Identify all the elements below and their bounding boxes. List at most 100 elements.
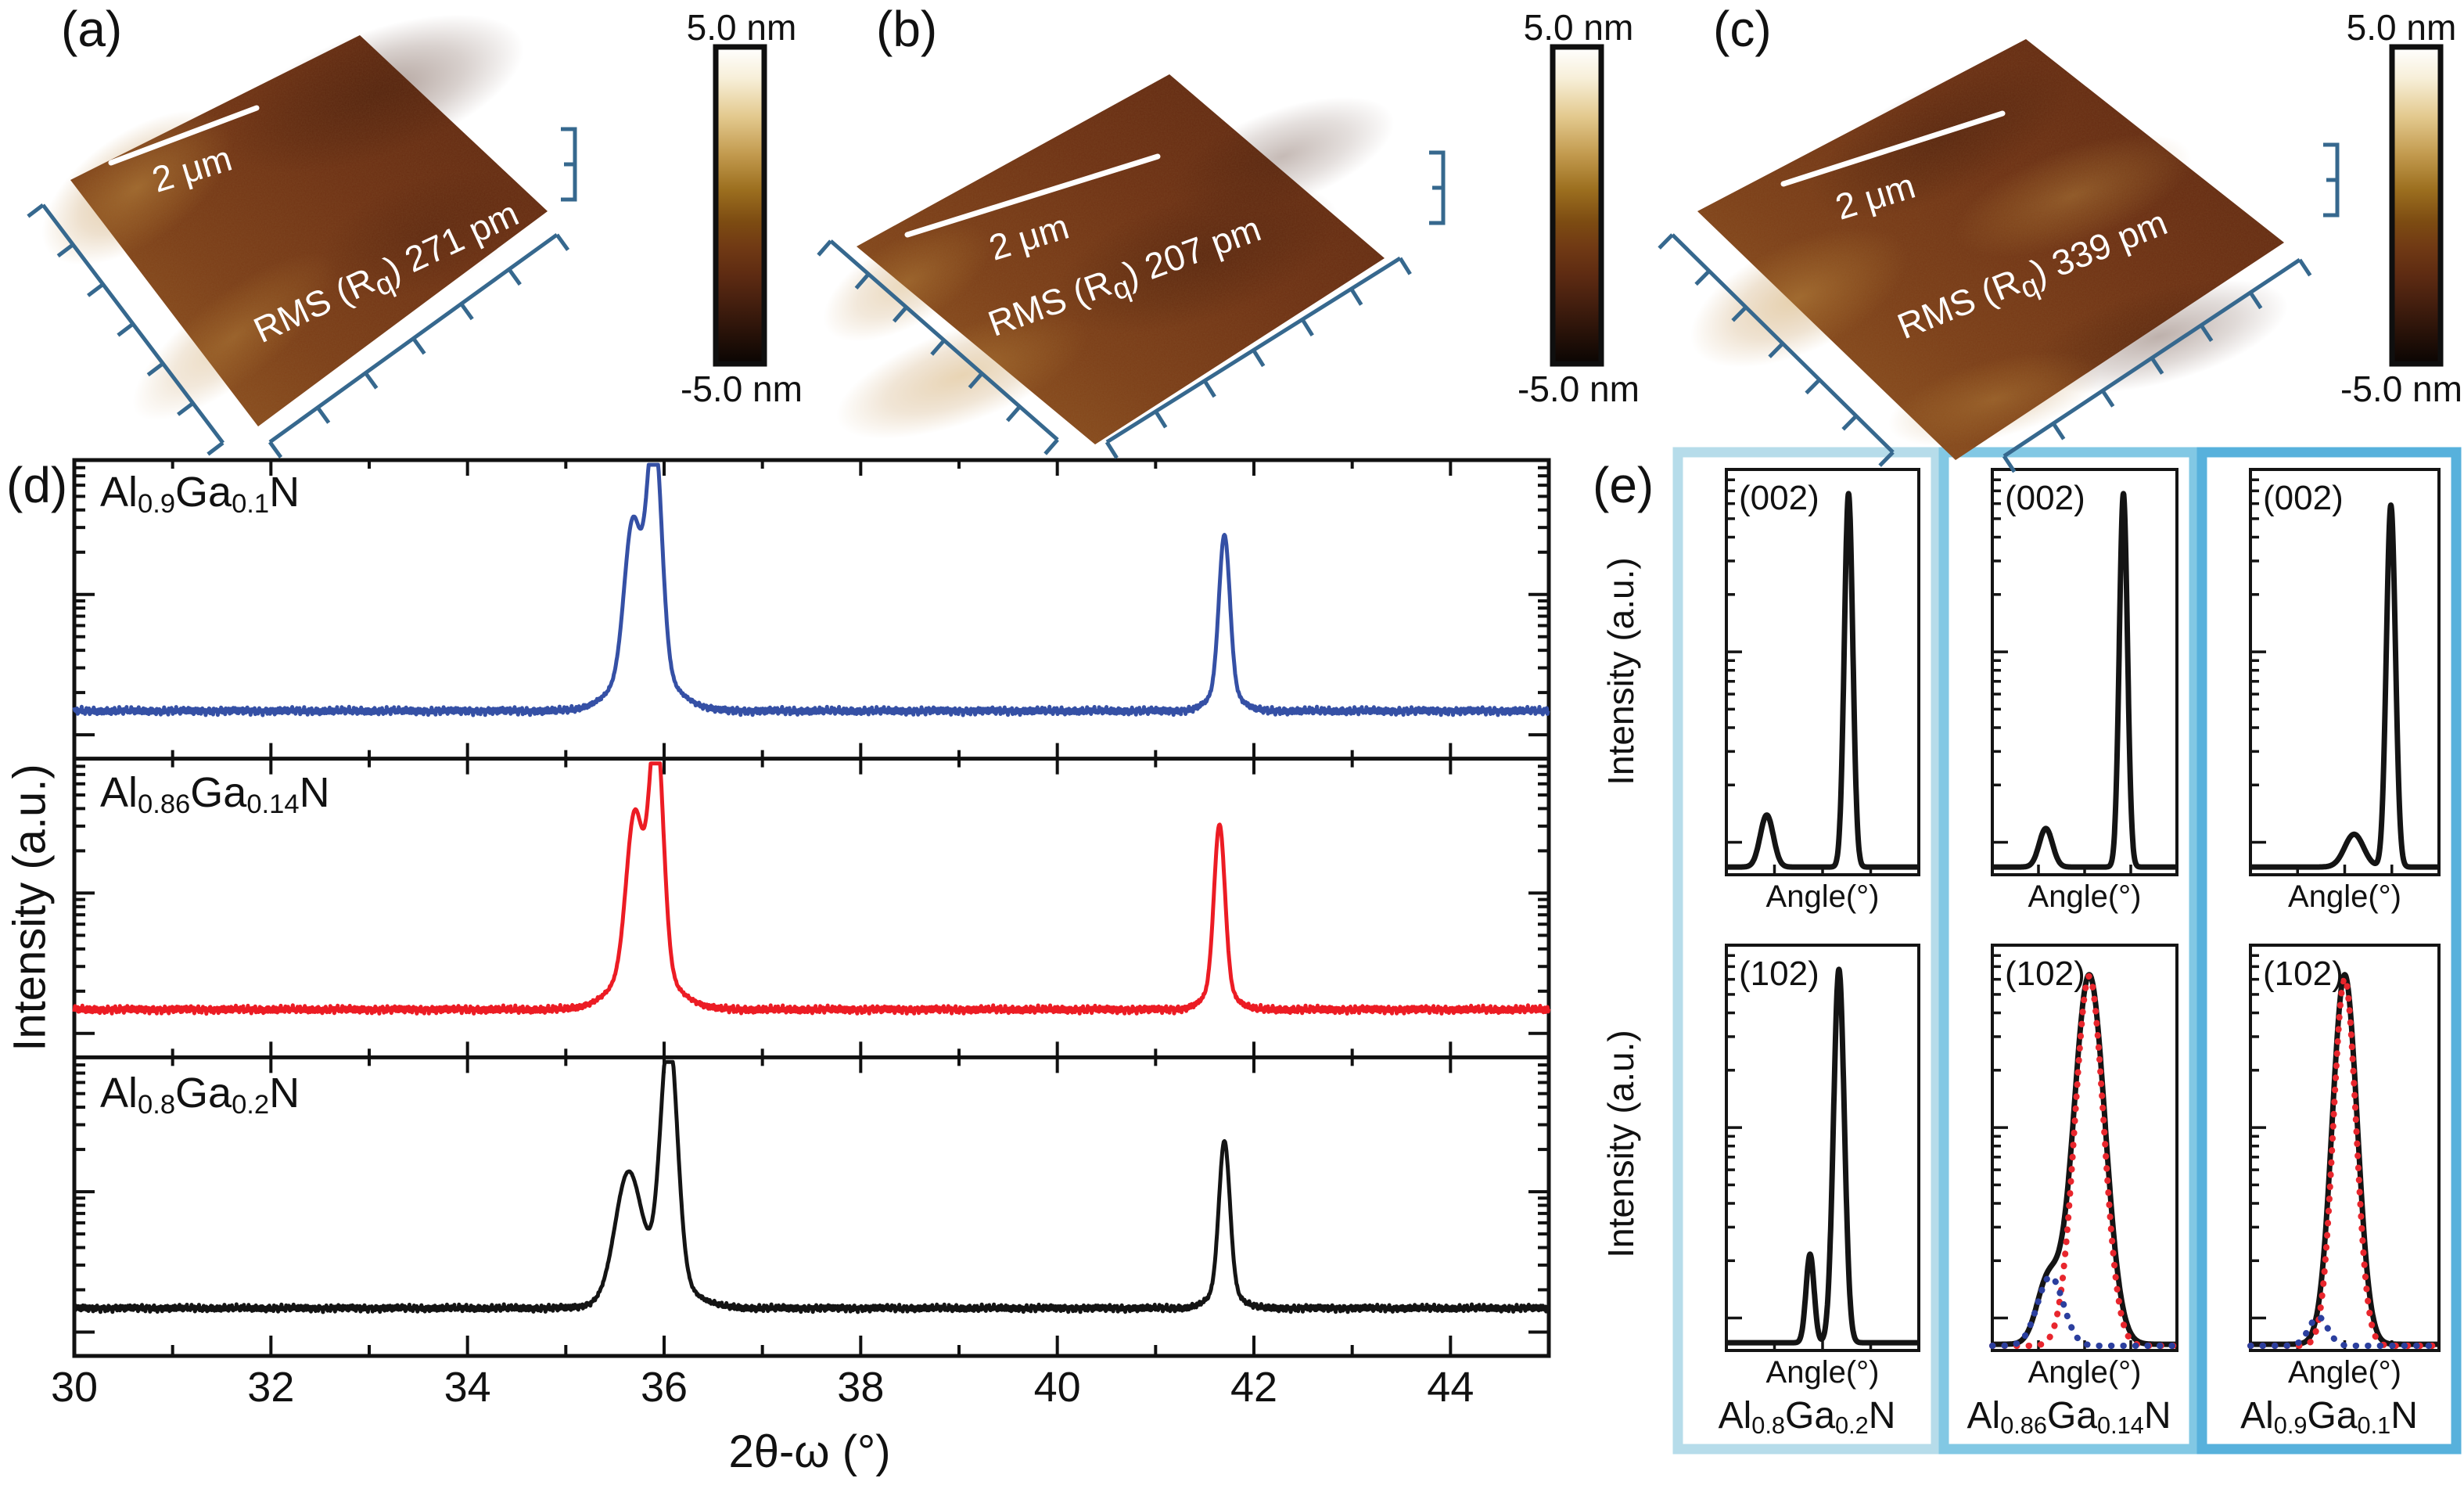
e-col-2-el3: N [2390,1395,2418,1437]
afm-c-colorbar-min: -5.0 nm [2340,369,2462,409]
e-col-1-el2: Ga [2046,1395,2098,1437]
d-series-0-el3: N [269,469,300,516]
d-series-2-label: Al0.8Ga0.2N [100,1069,300,1120]
e-col-2-angle-top: Angle(°) [2288,879,2401,914]
d-series-0-label: Al0.9Ga0.1N [100,468,300,520]
e-col-1-102-label: (102) [2005,955,2085,993]
afm-c-colorbar-max: 5.0 nm [2346,7,2457,48]
e-col-2-box [2196,447,2462,1455]
d-series-2-x1: 0.8 [138,1089,176,1120]
e-column-boxes [1672,447,2462,1455]
d-xtick-34: 34 [444,1364,491,1411]
d-xtick-36: 36 [640,1364,688,1411]
afm-c-zscale-bracket [2323,142,2340,218]
e-col-2-sample-label: Al0.9Ga0.1N [2202,1394,2456,1440]
e-col-0-el3: N [1868,1395,1896,1437]
d-series-1-el1: Al [100,769,138,816]
e-col-0-002-label: (002) [1739,479,1819,517]
e-yaxis-label-bottom: Intensity (a.u.) [1600,1030,1641,1258]
afm-c-colorbar [2389,44,2444,367]
afm-a-colorbar [713,44,767,367]
d-series-2-el2: Ga [175,1070,232,1117]
d-series-1-x2: 0.14 [246,789,300,819]
e-col-0-x1: 0.8 [1751,1411,1785,1440]
d-xtick-32: 32 [247,1364,295,1411]
afm-a-colorbar-min: -5.0 nm [681,369,803,409]
d-xrd-plot [72,458,1551,1358]
d-xaxis-label: 2θ-ω (°) [728,1426,891,1477]
e-col-0-box [1672,447,1941,1455]
e-col-1-sample-label: Al0.86Ga0.14N [1944,1394,2194,1440]
e-col-2-002-label: (002) [2263,479,2344,517]
d-curve-2 [73,1059,1551,1314]
e-col-0-sample-label: Al0.8Ga0.2N [1678,1394,1936,1440]
afm-b-zscale-bracket [1429,150,1446,225]
e-plot-0-102 [1723,944,1922,1352]
e-yaxis-label-top: Intensity (a.u.) [1600,557,1641,786]
afm-b-colorbar [1550,44,1604,367]
e-col-1-el3: N [2143,1395,2171,1437]
d-series-0-el2: Ga [175,469,232,516]
e-col-1-x2: 0.14 [2097,1411,2144,1440]
afm-b-colorbar-max: 5.0 nm [1523,7,1634,48]
e-plot-1-102 [1989,944,2180,1352]
d-yaxis-label: Intensity (a.u.) [4,764,56,1052]
e-col-1-el1: Al [1967,1395,2001,1437]
e-col-1-x1: 0.86 [2000,1411,2047,1440]
panel-d-label: (d) [6,457,68,513]
afm-surface-b [817,44,1604,459]
d-xtick-42: 42 [1230,1364,1278,1411]
e-col-2-el1: Al [2240,1395,2274,1437]
d-series-0-el1: Al [100,469,138,516]
e-col-0-angle-bottom: Angle(°) [1765,1355,1880,1390]
e-plot-2-002 [2247,468,2442,876]
panel-e-label: (e) [1593,457,1654,513]
afm-b-scalebar-line [904,153,1161,238]
d-xtick-44: 44 [1427,1364,1474,1411]
e-plot-2-102 [2247,944,2442,1352]
e-col-2-x2: 0.1 [2357,1411,2391,1440]
d-series-1-el2: Ga [190,769,247,816]
d-xtick-40: 40 [1033,1364,1081,1411]
afm-surface-c [1658,39,2444,473]
d-curve-0 [72,462,1550,717]
d-series-0-x1: 0.9 [138,488,176,519]
e-rocking-plots [1723,468,2442,1352]
panel-a-label: (a) [61,1,123,57]
panel-b-label: (b) [876,1,938,57]
e-plot-1-002 [1989,468,2180,876]
e-col-0-x2: 0.2 [1835,1411,1869,1440]
d-series-1-x1: 0.86 [138,789,191,819]
d-series-2-x2: 0.2 [232,1089,270,1120]
afm-a-scalebar-line [108,105,260,166]
afm-a-zscale-bracket [561,127,577,202]
e-col-1-002-label: (002) [2005,479,2085,517]
afm-a-colorbar-max: 5.0 nm [686,7,797,48]
e-col-2-el2: Ga [2307,1395,2358,1437]
e-col-0-el2: Ga [1784,1395,1836,1437]
d-curve-1 [72,761,1551,1016]
afm-c-scalebar-line [1780,110,2006,187]
e-col-2-102-label: (102) [2263,955,2344,993]
d-xtick-30: 30 [50,1364,99,1411]
e-col-2-angle-bottom: Angle(°) [2288,1355,2401,1390]
d-series-0-x2: 0.1 [232,488,270,519]
e-col-0-102-label: (102) [1739,955,1819,993]
d-xtick-38: 38 [837,1364,885,1411]
e-col-1-box [1938,447,2200,1455]
e-col-0-angle-top: Angle(°) [1765,879,1880,914]
e-col-2-x1: 0.9 [2273,1411,2308,1440]
afm-b-colorbar-min: -5.0 nm [1518,369,1640,409]
d-series-1-el3: N [299,769,330,816]
e-col-1-angle-top: Angle(°) [2028,879,2142,914]
afm-surface-a [27,14,767,459]
e-plot-0-002 [1723,468,1922,876]
d-series-2-el1: Al [100,1070,138,1117]
e-col-0-el1: Al [1718,1395,1752,1437]
panel-c-label: (c) [1713,1,1772,57]
d-series-2-el3: N [269,1070,300,1117]
d-series-1-label: Al0.86Ga0.14N [100,768,330,820]
e-col-1-angle-bottom: Angle(°) [2028,1355,2142,1390]
